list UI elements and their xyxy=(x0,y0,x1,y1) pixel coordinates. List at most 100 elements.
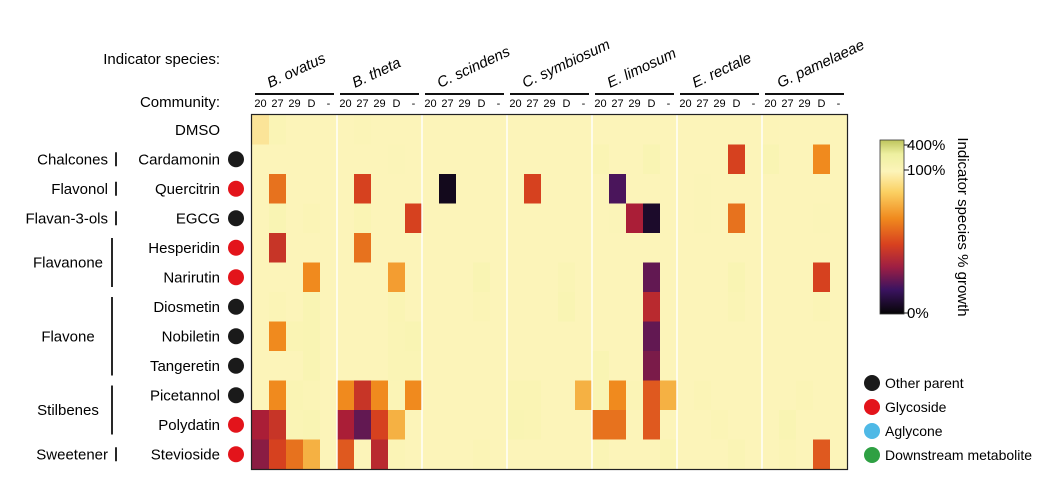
heatmap-cell xyxy=(745,262,763,293)
heatmap-cell xyxy=(541,292,559,322)
heatmap-cell xyxy=(711,439,729,470)
heatmap-cell xyxy=(354,292,372,322)
row-type-marker xyxy=(228,387,244,404)
heatmap-cell xyxy=(405,174,423,204)
heatmap-cell xyxy=(762,262,780,293)
heatmap-cell xyxy=(779,203,797,234)
heatmap-cell xyxy=(354,380,372,411)
heatmap-cell xyxy=(388,351,406,381)
heatmap-cell xyxy=(796,174,814,204)
heatmap-cell xyxy=(541,410,559,440)
heatmap-cell xyxy=(320,321,338,352)
heatmap-cell xyxy=(677,233,695,263)
heatmap-cell xyxy=(490,292,508,322)
heatmap-cell xyxy=(745,410,763,440)
community-label: 20 xyxy=(339,98,351,110)
heatmap-cell xyxy=(456,410,474,440)
community-label: - xyxy=(412,98,416,110)
heatmap-cell xyxy=(558,203,576,234)
heatmap-cell xyxy=(320,233,338,263)
community-label: D xyxy=(563,98,571,110)
heatmap-cell xyxy=(643,351,661,381)
heatmap-cell xyxy=(371,439,389,470)
heatmap-cell xyxy=(660,380,678,411)
heatmap-cell xyxy=(575,439,593,470)
heatmap-cell xyxy=(728,262,746,293)
heatmap-cell xyxy=(252,439,270,470)
heatmap-cell xyxy=(473,203,491,234)
heatmap-cell xyxy=(745,292,763,322)
row-label: Nobiletin xyxy=(162,328,220,345)
heatmap-cell xyxy=(490,410,508,440)
heatmap-cell xyxy=(660,321,678,352)
heatmap-cell xyxy=(388,174,406,204)
heatmap-cell xyxy=(728,439,746,470)
heatmap-cell xyxy=(779,262,797,293)
heatmap-cell xyxy=(677,115,695,145)
heatmap-cell xyxy=(626,203,644,234)
heatmap-cell xyxy=(507,203,525,234)
heatmap-cell xyxy=(796,203,814,234)
heatmap-cell xyxy=(473,292,491,322)
heatmap-cell xyxy=(269,262,287,293)
heatmap-cell xyxy=(762,292,780,322)
heatmap-cell xyxy=(490,233,508,263)
heatmap-cell xyxy=(660,144,678,175)
heatmap-cell xyxy=(286,380,304,411)
heatmap-cell xyxy=(643,439,661,470)
heatmap-cell xyxy=(592,380,610,411)
heatmap-cell xyxy=(660,262,678,293)
heatmap-cell xyxy=(337,439,355,470)
heatmap-cell xyxy=(592,115,610,145)
heatmap-cell xyxy=(728,174,746,204)
heatmap-cell xyxy=(490,144,508,175)
heatmap-cell xyxy=(286,292,304,322)
heatmap-cell xyxy=(541,351,559,381)
heatmap-cell xyxy=(541,233,559,263)
heatmap-cell xyxy=(813,144,831,175)
row-label: EGCG xyxy=(176,210,220,227)
heatmap-cell xyxy=(354,144,372,175)
heatmap-cell xyxy=(252,203,270,234)
heatmap-cell xyxy=(303,115,321,145)
heatmap-cell xyxy=(728,321,746,352)
heatmap-cell xyxy=(830,233,848,263)
species-labels: B. ovatus B. theta C. scindens C. symbiosum… xyxy=(255,36,867,95)
heatmap-cell xyxy=(813,380,831,411)
heatmap-cell xyxy=(337,174,355,204)
row-type-marker xyxy=(228,357,244,374)
heatmap-cell xyxy=(660,439,678,470)
heatmap-cell xyxy=(303,410,321,440)
legend-label: Downstream metabolite xyxy=(885,447,1032,463)
community-label: 20 xyxy=(424,98,436,110)
heatmap-cell xyxy=(626,115,644,145)
heatmap-cell xyxy=(524,144,542,175)
heatmap-cell xyxy=(252,380,270,411)
heatmap-cell xyxy=(694,174,712,204)
class-label: Stilbenes xyxy=(37,402,99,419)
heatmap-cell xyxy=(711,144,729,175)
heatmap-cell xyxy=(813,115,831,145)
heatmap-cell xyxy=(643,292,661,322)
heatmap-cell xyxy=(507,262,525,293)
heatmap-cell xyxy=(473,233,491,263)
heatmap-cell xyxy=(473,115,491,145)
heatmap-cell xyxy=(456,115,474,145)
heatmap-cell xyxy=(830,321,848,352)
heatmap-cell xyxy=(609,380,627,411)
heatmap-cell xyxy=(660,115,678,145)
heatmap-cell xyxy=(286,351,304,381)
heatmap-cell xyxy=(422,410,440,440)
community-label: 27 xyxy=(356,98,368,110)
heatmap-cell xyxy=(439,321,457,352)
heatmap-cell xyxy=(558,233,576,263)
heatmap-cell xyxy=(609,262,627,293)
heatmap-cell xyxy=(320,380,338,411)
heatmap-cell xyxy=(830,292,848,322)
heatmap-cell xyxy=(252,233,270,263)
legend-marker xyxy=(864,423,880,439)
heatmap-cell xyxy=(711,174,729,204)
heatmap-cell xyxy=(388,439,406,470)
heatmap-cell xyxy=(558,115,576,145)
heatmap-cell xyxy=(541,321,559,352)
